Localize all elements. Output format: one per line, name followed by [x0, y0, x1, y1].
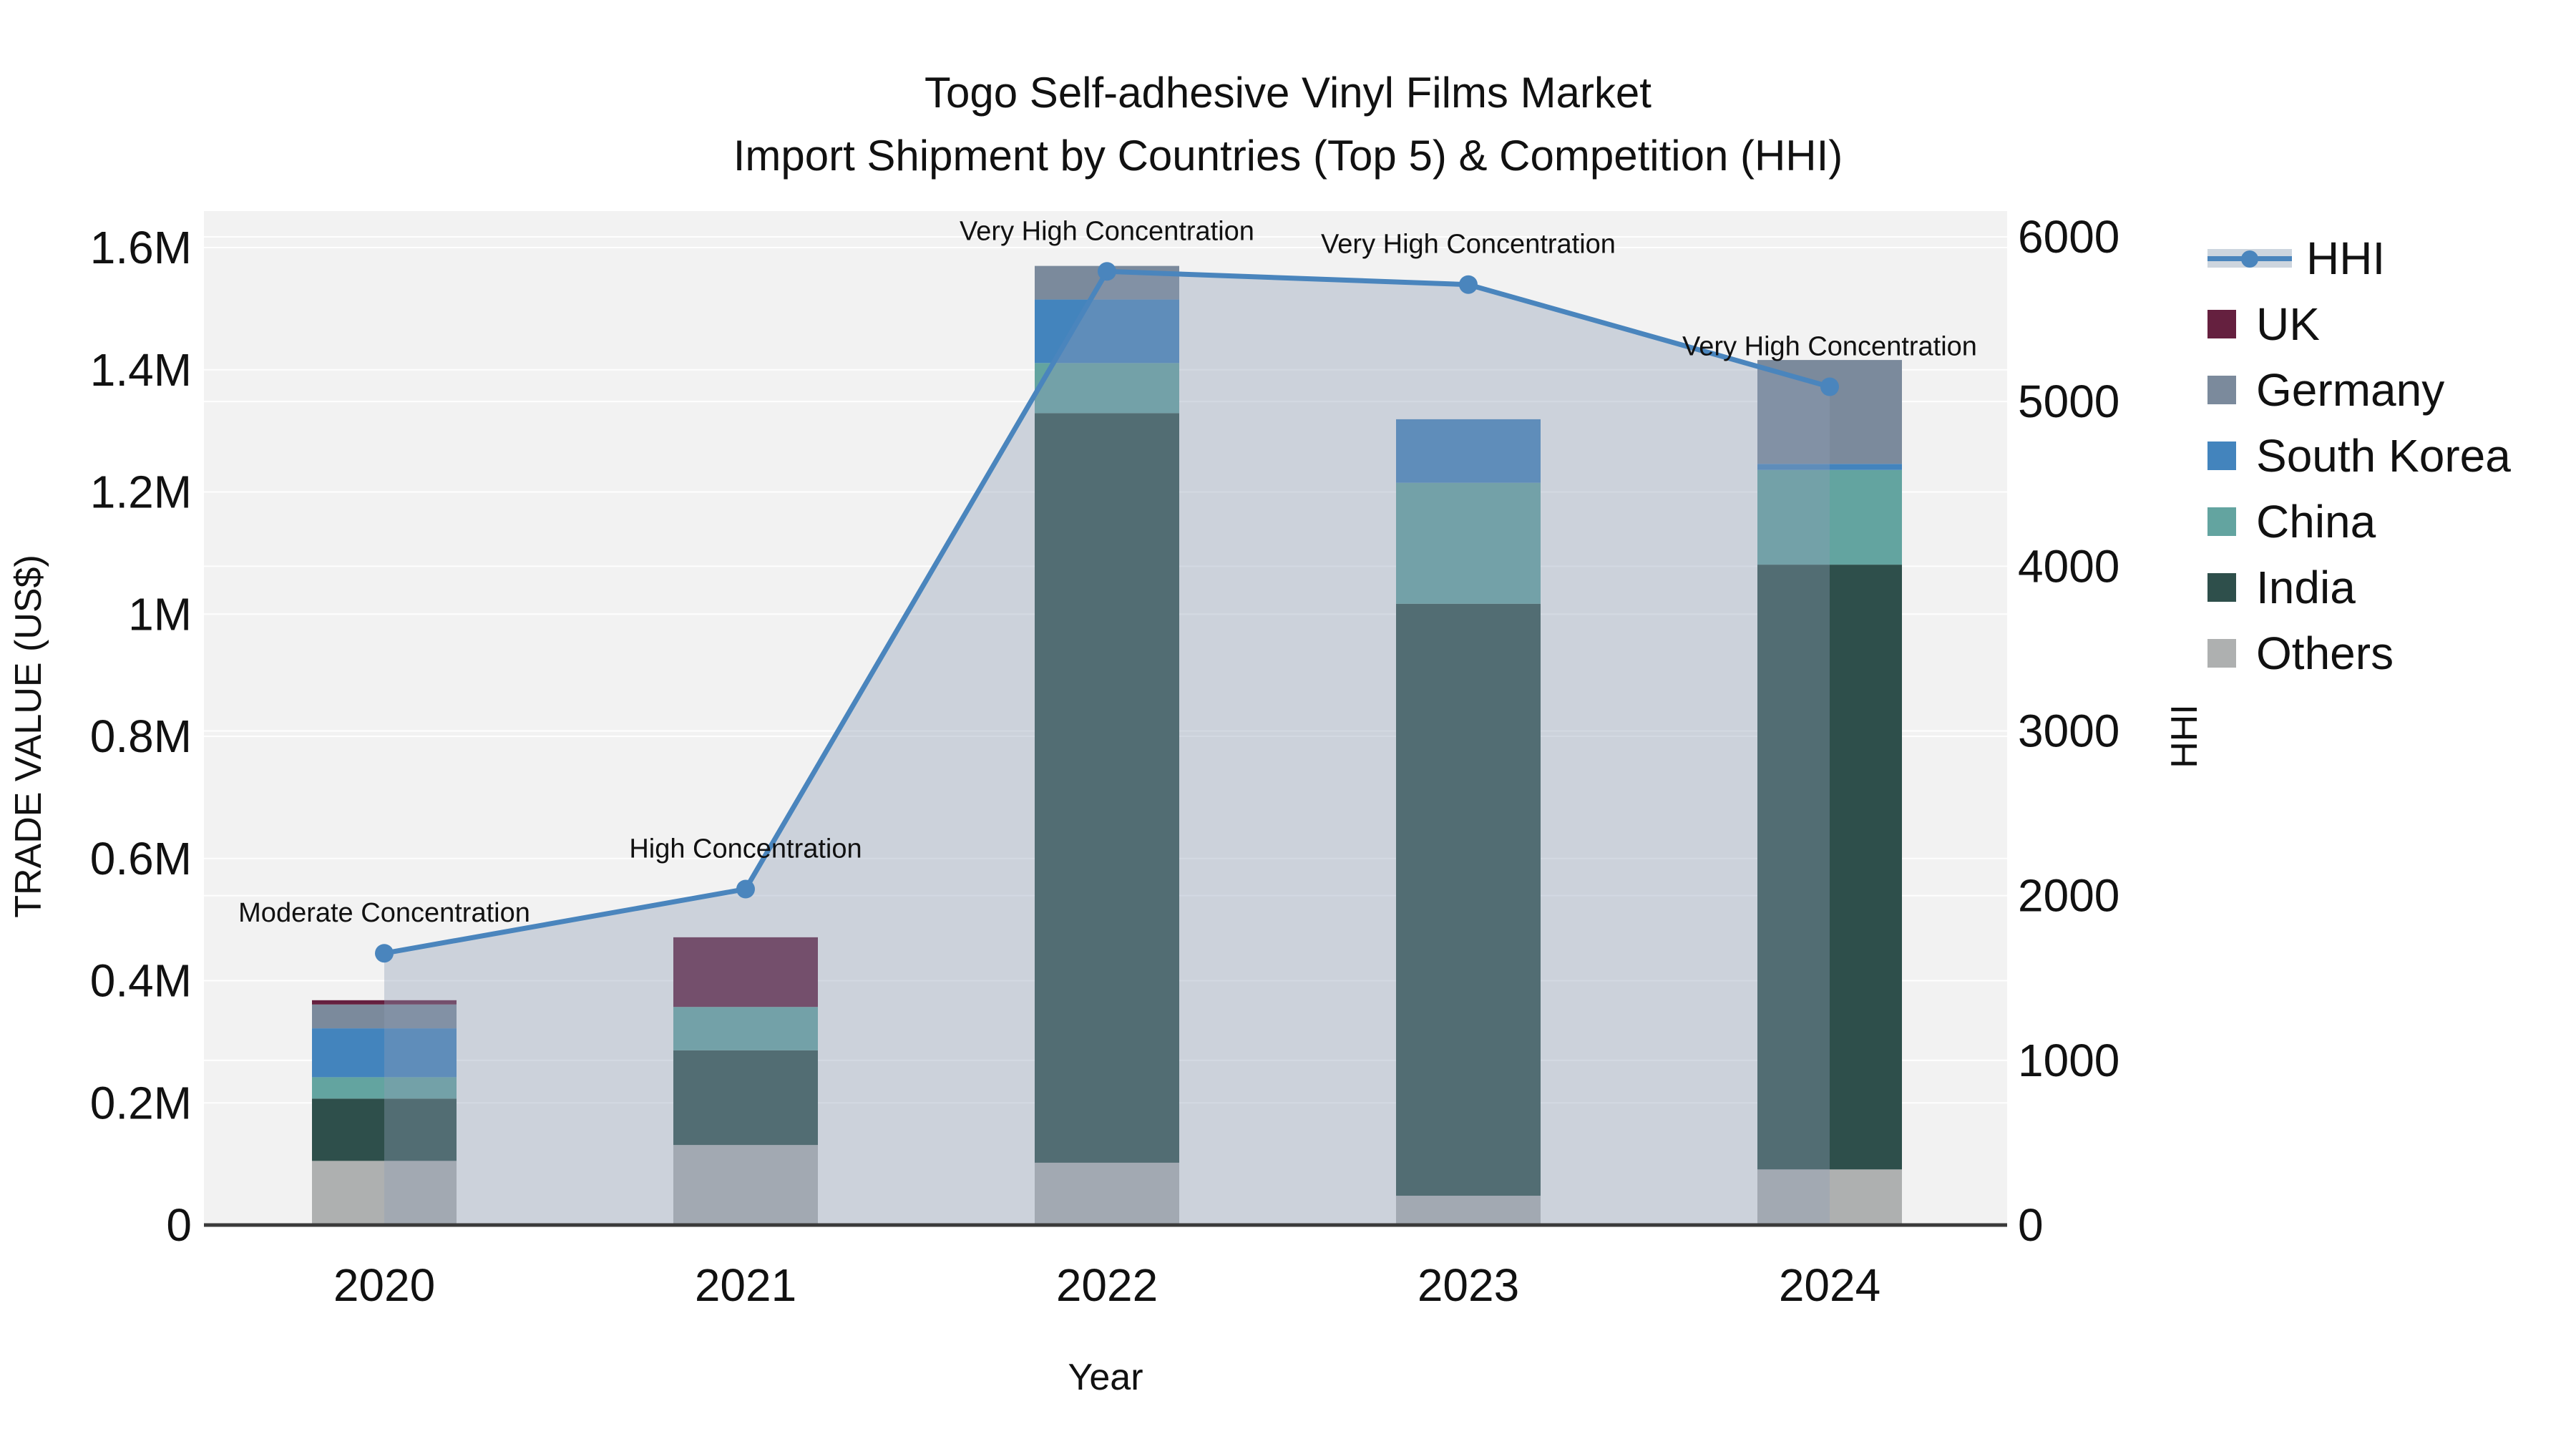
x-axis-title: Year: [1068, 1357, 1143, 1398]
y-axis-title-left: TRADE VALUE (US$): [8, 555, 49, 918]
y-left-tick-0.6M: 0.6M: [90, 833, 192, 884]
y-right-tick-4000: 4000: [2018, 540, 2119, 592]
y-left-tick-1.2M: 1.2M: [90, 467, 192, 518]
hhi-marker-2020[interactable]: [375, 944, 394, 963]
annotation-2020: Moderate Concentration: [238, 898, 530, 928]
bar-2020-others[interactable]: [312, 1161, 457, 1225]
bar-2021-china[interactable]: [673, 1007, 818, 1050]
bar-2020-china[interactable]: [312, 1077, 457, 1099]
legend-item-hhi[interactable]: HHI: [2207, 233, 2511, 284]
bar-2022-china[interactable]: [1035, 363, 1179, 414]
legend-item-germany[interactable]: Germany: [2207, 364, 2511, 416]
bar-2023-china[interactable]: [1396, 482, 1541, 604]
legend-swatch-china: [2207, 507, 2236, 536]
legend-label: HHI: [2306, 233, 2386, 284]
bar-2023-others[interactable]: [1396, 1196, 1541, 1225]
hhi-marker-2021[interactable]: [736, 879, 755, 899]
y-right-tick-0: 0: [2018, 1199, 2044, 1251]
chart-title-line2: Import Shipment by Countries (Top 5) & C…: [733, 132, 1843, 180]
y-axis-title-right: HHI: [2164, 704, 2205, 769]
bar-2021-uk[interactable]: [673, 937, 818, 1008]
legend-swatch-others: [2207, 639, 2236, 668]
legend-label: South Korea: [2256, 430, 2511, 482]
legend-item-uk[interactable]: UK: [2207, 298, 2511, 350]
bar-2024-india[interactable]: [1757, 565, 1902, 1170]
legend-swatch-south-korea: [2207, 441, 2236, 470]
bar-2021-others[interactable]: [673, 1145, 818, 1225]
hhi-marker-2022[interactable]: [1098, 262, 1116, 281]
legend-item-india[interactable]: India: [2207, 562, 2511, 613]
bar-2024-china[interactable]: [1757, 469, 1902, 565]
bar-2020-india[interactable]: [312, 1098, 457, 1161]
bar-2020-south-korea[interactable]: [312, 1028, 457, 1078]
bar-2020-germany[interactable]: [312, 1004, 457, 1029]
y-left-tick-1.4M: 1.4M: [90, 344, 192, 396]
annotation-2022: Very High Concentration: [960, 216, 1254, 246]
bar-2024-others[interactable]: [1757, 1169, 1902, 1225]
bar-2020-uk[interactable]: [312, 1000, 457, 1005]
y-right-tick-2000: 2000: [2018, 870, 2119, 922]
annotation-2024: Very High Concentration: [1682, 332, 1977, 362]
bar-2024-germany[interactable]: [1757, 360, 1902, 464]
x-tick-2022: 2022: [1056, 1259, 1158, 1311]
y-right-tick-6000: 6000: [2018, 211, 2119, 263]
hhi-marker-2024[interactable]: [1820, 377, 1839, 396]
bar-2022-others[interactable]: [1035, 1162, 1179, 1225]
legend-item-others[interactable]: Others: [2207, 628, 2511, 679]
bar-2021-india[interactable]: [673, 1050, 818, 1146]
annotation-2023: Very High Concentration: [1321, 230, 1616, 260]
legend-swatch-india: [2207, 573, 2236, 602]
legend-label: UK: [2256, 298, 2320, 350]
y-left-tick-0.4M: 0.4M: [90, 955, 192, 1007]
hhi-line-sample-icon: [2207, 244, 2292, 273]
hhi-marker-2023[interactable]: [1459, 275, 1478, 294]
hhi-line-marker: [2241, 250, 2258, 268]
y-right-tick-3000: 3000: [2018, 706, 2119, 757]
legend-label: Germany: [2256, 364, 2445, 416]
legend-item-china[interactable]: China: [2207, 496, 2511, 547]
y-left-tick-0.2M: 0.2M: [90, 1077, 192, 1128]
y-right-tick-5000: 5000: [2018, 376, 2119, 427]
y-left-tick-0.8M: 0.8M: [90, 711, 192, 762]
legend-label: India: [2256, 562, 2356, 613]
y-right-tick-1000: 1000: [2018, 1035, 2119, 1086]
y-left-tick-1.6M: 1.6M: [90, 222, 192, 273]
chart-title-line1: Togo Self-adhesive Vinyl Films Market: [924, 69, 1652, 117]
bar-2022-india[interactable]: [1035, 413, 1179, 1163]
x-tick-2020: 2020: [333, 1259, 435, 1311]
legend-swatch-germany: [2207, 376, 2236, 404]
y-left-tick-0: 0: [166, 1199, 192, 1251]
bar-2023-india[interactable]: [1396, 603, 1541, 1196]
legend-label: China: [2256, 496, 2376, 547]
y-left-tick-1M: 1M: [128, 588, 192, 640]
hhi-area-fill: [384, 271, 1830, 1225]
x-tick-2024: 2024: [1779, 1259, 1880, 1311]
legend: HHI UK Germany South Korea China India Others: [2207, 233, 2511, 679]
x-tick-2023: 2023: [1418, 1259, 1519, 1311]
legend-swatch-uk: [2207, 310, 2236, 338]
legend-label: Others: [2256, 628, 2394, 679]
x-tick-2021: 2021: [695, 1259, 796, 1311]
legend-item-south-korea[interactable]: South Korea: [2207, 430, 2511, 482]
chart-title: Togo Self-adhesive Vinyl Films Market Im…: [0, 62, 2576, 187]
bar-2024-south-korea[interactable]: [1757, 464, 1902, 470]
annotation-2021: High Concentration: [629, 834, 862, 864]
bar-2023-south-korea[interactable]: [1396, 419, 1541, 483]
